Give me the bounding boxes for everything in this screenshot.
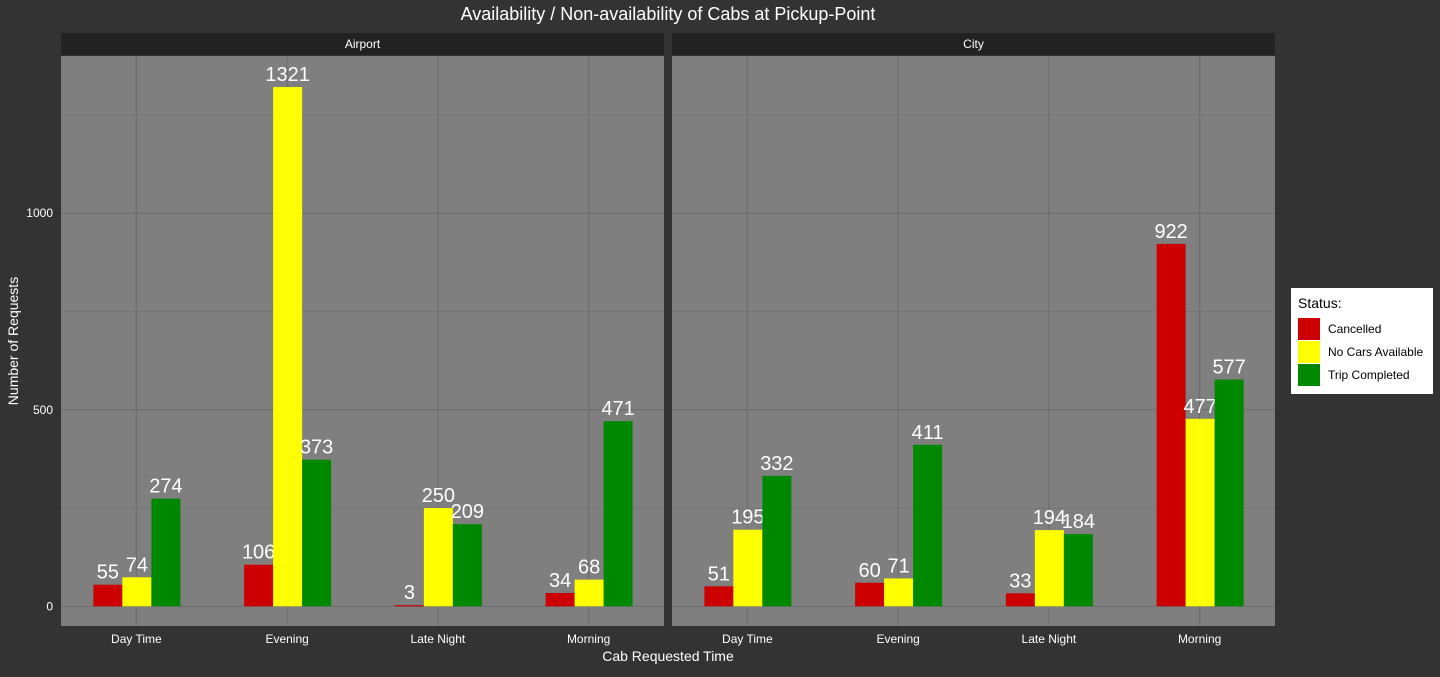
- legend-label: Trip Completed: [1328, 367, 1410, 382]
- data-label: 209: [451, 501, 484, 523]
- bar-no-cars-available: [423, 508, 453, 607]
- x-tick-label: Day Time: [111, 632, 162, 646]
- panel-strip-label: Airport: [345, 37, 381, 51]
- bar-cancelled: [93, 584, 123, 607]
- bar-cancelled: [1156, 243, 1186, 607]
- x-tick-label: Late Night: [411, 632, 466, 646]
- data-label: 194: [1033, 507, 1066, 529]
- bar-no-cars-available: [733, 529, 763, 607]
- bar-trip-completed: [302, 459, 332, 607]
- bar-trip-completed: [452, 524, 482, 607]
- chart-title: Availability / Non-availability of Cabs …: [461, 4, 876, 24]
- y-tick-label: 1000: [26, 206, 53, 220]
- data-label: 195: [731, 507, 764, 529]
- bar-trip-completed: [1063, 534, 1093, 607]
- bar-cancelled: [545, 592, 575, 607]
- data-label: 471: [601, 398, 634, 420]
- bar-no-cars-available: [884, 578, 914, 607]
- bar-cancelled: [855, 582, 885, 607]
- bar-no-cars-available: [1034, 530, 1064, 607]
- legend-item-trip-completed: Trip Completed: [1298, 363, 1426, 386]
- panel-city: City 51 60 33 922 195 71 194 477 332 411 184 577 Day …: [672, 33, 1275, 646]
- legend-item-cancelled: Cancelled: [1298, 317, 1426, 340]
- data-label: 373: [300, 437, 333, 459]
- data-label: 74: [126, 554, 148, 576]
- data-label: 332: [760, 453, 793, 475]
- bar-no-cars-available: [574, 579, 604, 607]
- bar-no-cars-available: [122, 577, 152, 607]
- data-label: 68: [578, 557, 600, 579]
- bar-trip-completed: [603, 421, 633, 607]
- data-label: 71: [888, 555, 910, 577]
- legend-label: Cancelled: [1328, 321, 1382, 336]
- chart-panels: 0 500 1000 Airport 55 106 3 34 74 1321 250 68 274 373…: [26, 33, 1275, 646]
- data-label: 51: [708, 563, 730, 585]
- data-label: 34: [549, 570, 571, 592]
- data-label: 274: [149, 476, 182, 498]
- x-axis-title: Cab Requested Time: [602, 648, 734, 664]
- legend-label: No Cars Available: [1328, 344, 1424, 359]
- data-label: 33: [1009, 570, 1031, 592]
- bar-trip-completed: [913, 444, 943, 607]
- x-tick-label: Morning: [567, 632, 610, 646]
- bar-no-cars-available: [1185, 418, 1215, 607]
- data-label: 3: [404, 582, 415, 604]
- data-label: 55: [97, 562, 119, 584]
- x-tick-label: Day Time: [722, 632, 773, 646]
- data-label: 1321: [265, 64, 310, 86]
- bar-cancelled: [704, 586, 734, 607]
- data-label: 922: [1154, 221, 1187, 243]
- legend-title: Status:: [1298, 295, 1342, 311]
- x-tick-label: Late Night: [1022, 632, 1077, 646]
- bar-cancelled: [1005, 593, 1035, 607]
- x-tick-label: Morning: [1178, 632, 1221, 646]
- panel-strip-label: City: [963, 37, 984, 51]
- y-axis-title: Number of Requests: [5, 277, 21, 405]
- panel-airport: Airport 55 106 3 34 74 1321 250 68 274 373 209 471 Da…: [61, 33, 664, 646]
- panel-strip: [672, 33, 1275, 55]
- legend-key-trip-completed: [1298, 363, 1320, 386]
- legend: Status: Cancelled No Cars Available Trip…: [1291, 288, 1433, 394]
- legend-item-no-cars-available: No Cars Available: [1298, 340, 1426, 363]
- x-tick-label: Evening: [265, 632, 308, 646]
- bar-no-cars-available: [273, 87, 303, 607]
- bar-trip-completed: [151, 498, 181, 607]
- data-label: 411: [912, 422, 944, 444]
- data-label: 250: [422, 485, 455, 507]
- x-tick-label: Evening: [876, 632, 919, 646]
- data-label: 577: [1212, 357, 1245, 379]
- data-label: 60: [859, 560, 881, 582]
- bar-cancelled: [394, 605, 424, 607]
- y-tick-label: 0: [46, 599, 53, 613]
- bar-trip-completed: [1214, 379, 1244, 607]
- bar-trip-completed: [762, 475, 792, 607]
- data-label: 184: [1062, 511, 1095, 533]
- legend-key-no-cars-available: [1298, 340, 1320, 363]
- data-label: 106: [242, 542, 275, 564]
- y-tick-label: 500: [33, 403, 53, 417]
- legend-key-cancelled: [1298, 317, 1320, 340]
- data-label: 477: [1183, 396, 1216, 418]
- panel-strip: [61, 33, 664, 55]
- bar-cancelled: [244, 564, 274, 607]
